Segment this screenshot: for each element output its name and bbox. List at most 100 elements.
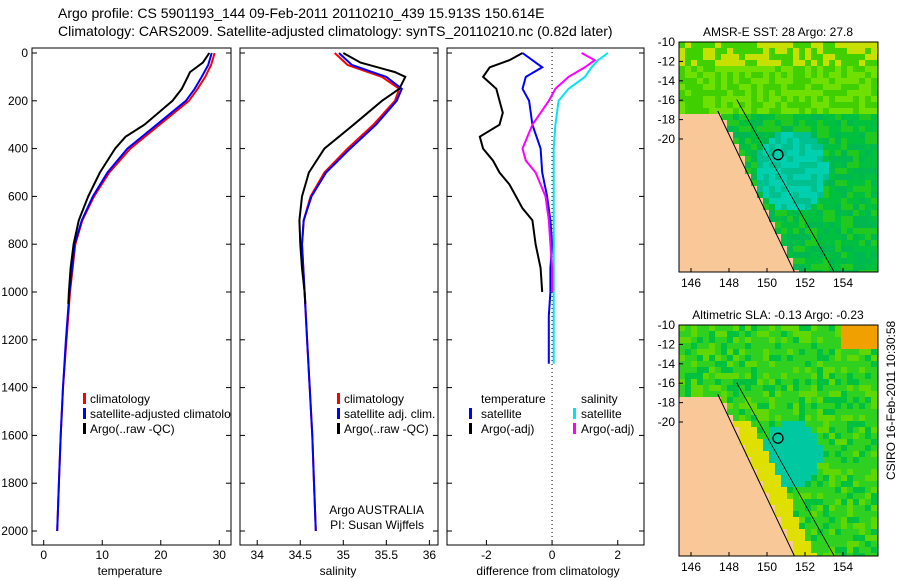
map-cell	[679, 415, 685, 421]
map-cell	[829, 469, 835, 475]
map-cell	[763, 72, 769, 78]
map-cell	[811, 48, 817, 54]
map-cell	[721, 457, 727, 463]
map-cell	[841, 198, 847, 204]
map-cell	[721, 445, 727, 451]
map-cell	[799, 114, 805, 120]
map-cell	[715, 228, 721, 234]
map-cell	[691, 270, 697, 272]
map-cell	[769, 132, 775, 138]
map-cell	[721, 246, 727, 252]
map-cell	[721, 511, 727, 517]
map-cell	[823, 451, 829, 457]
map-cell	[679, 553, 685, 556]
map-cell	[775, 186, 781, 192]
map-cell	[811, 162, 817, 168]
map-cell	[691, 84, 697, 90]
map-cell	[721, 156, 727, 162]
map-cell	[757, 325, 763, 331]
map-cell	[709, 379, 715, 385]
map-cell	[853, 240, 859, 246]
map-cell	[859, 397, 865, 403]
map-cell	[823, 553, 829, 556]
map-cell	[853, 78, 859, 84]
map-cell	[793, 541, 799, 547]
map-cell	[811, 523, 817, 529]
map-cell	[679, 60, 685, 66]
map-cell	[835, 493, 841, 499]
map-cell	[835, 409, 841, 415]
map-cell	[847, 144, 853, 150]
map-cell	[751, 54, 757, 60]
map-cell	[757, 168, 763, 174]
map-cell	[739, 445, 745, 451]
map-cell	[679, 349, 685, 355]
map-cell	[691, 361, 697, 367]
lat-tick-label: -18	[658, 396, 676, 410]
map-cell	[835, 198, 841, 204]
map-cell	[733, 66, 739, 72]
map-cell	[727, 234, 733, 240]
map-cell	[679, 192, 685, 198]
map-cell	[829, 48, 835, 54]
map-cell	[853, 355, 859, 361]
map-cell	[745, 367, 751, 373]
map-cell	[775, 409, 781, 415]
map-cell	[775, 162, 781, 168]
map-cell	[739, 331, 745, 337]
map-cell	[817, 547, 823, 553]
legend-swatch-satellite	[83, 408, 86, 419]
map-cell	[685, 487, 691, 493]
map-cell	[811, 180, 817, 186]
map-cell	[751, 427, 757, 433]
map-cell	[805, 379, 811, 385]
map-cell	[799, 325, 805, 331]
map-cell	[751, 198, 757, 204]
map-cell	[733, 523, 739, 529]
lon-tick-label: 154	[833, 560, 853, 574]
map-cell	[745, 451, 751, 457]
map-cell	[775, 523, 781, 529]
map-cell	[793, 391, 799, 397]
map-cell	[829, 553, 835, 556]
map-cell	[841, 246, 847, 252]
map-cell	[847, 409, 853, 415]
map-cell	[739, 511, 745, 517]
map-cell	[703, 252, 709, 258]
map-cell	[865, 222, 871, 228]
map-cell	[823, 216, 829, 222]
map-cell	[817, 42, 823, 48]
map-cell	[823, 114, 829, 120]
map-cell	[769, 367, 775, 373]
map-cell	[703, 463, 709, 469]
map-cell	[829, 445, 835, 451]
map-cell	[727, 403, 733, 409]
map-cell	[865, 505, 871, 511]
map-cell	[781, 493, 787, 499]
map-cell	[697, 421, 703, 427]
map-cell	[817, 415, 823, 421]
map-cell	[811, 481, 817, 487]
map-cell	[817, 505, 823, 511]
map-cell	[685, 499, 691, 505]
map-cell	[787, 66, 793, 72]
map-cell	[775, 114, 781, 120]
legend-swatch-sal-argo	[573, 423, 576, 434]
map-cell	[685, 210, 691, 216]
map-cell	[811, 415, 817, 421]
map-cell	[811, 463, 817, 469]
map-cell	[865, 246, 871, 252]
map-cell	[733, 228, 739, 234]
map-cell	[691, 511, 697, 517]
map-cell	[859, 42, 865, 48]
map-cell	[847, 439, 853, 445]
map-cell	[769, 246, 775, 252]
map-cell	[817, 475, 823, 481]
map-cell	[793, 361, 799, 367]
map-cell	[703, 505, 709, 511]
map-cell	[835, 391, 841, 397]
map-cell	[769, 48, 775, 54]
map-cell	[793, 427, 799, 433]
map-cell	[823, 481, 829, 487]
map-cell	[799, 517, 805, 523]
